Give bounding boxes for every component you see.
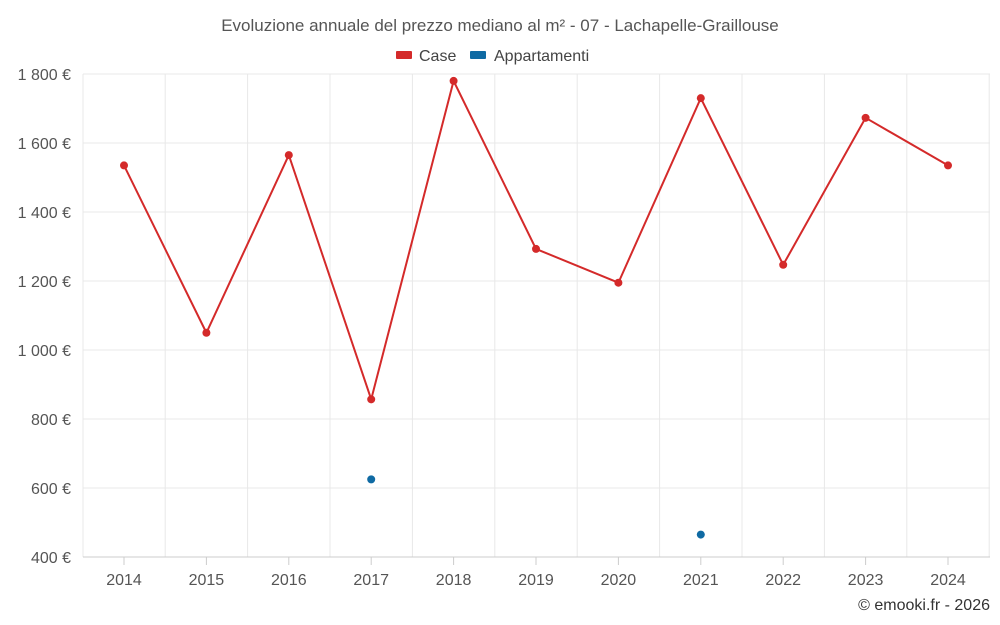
y-axis: 400 € 600 € 800 € 1 000 € 1 200 € 1 400 € 1 60… xyxy=(18,67,71,567)
x-tick-label: 2023 xyxy=(848,572,884,589)
data-point-case-2024[interactable] xyxy=(944,161,952,170)
credit-text: © emooki.fr - 2026 xyxy=(858,597,990,614)
data-point-case-2021[interactable] xyxy=(696,94,705,103)
x-tick-label: 2015 xyxy=(189,572,225,589)
legend-label-case: Case xyxy=(419,48,456,65)
x-tick-label: 2018 xyxy=(436,572,472,589)
data-point-case-2023[interactable] xyxy=(861,113,870,122)
x-tick-label: 2021 xyxy=(683,572,719,589)
y-tick-label: 1 200 € xyxy=(18,274,71,291)
x-tick-label: 2014 xyxy=(106,572,142,589)
y-tick-label: 600 € xyxy=(31,481,71,498)
data-point-case-2017[interactable] xyxy=(367,395,376,404)
x-tick-label: 2022 xyxy=(765,572,801,589)
data-point-case-2018[interactable] xyxy=(449,76,458,85)
series-group xyxy=(120,76,952,539)
x-tick-label: 2019 xyxy=(518,572,554,589)
x-tick-label: 2024 xyxy=(930,572,966,589)
x-tick-label: 2016 xyxy=(271,572,307,589)
x-tick-label: 2020 xyxy=(601,572,637,589)
legend-item-case[interactable]: Case xyxy=(396,48,456,65)
data-point-appartamenti-2017[interactable] xyxy=(367,475,376,484)
data-point-case-2020[interactable] xyxy=(614,278,623,287)
chart-title: Evoluzione annuale del prezzo mediano al… xyxy=(221,16,779,35)
y-tick-label: 1 400 € xyxy=(18,205,71,222)
data-point-appartamenti-2021[interactable] xyxy=(696,530,705,539)
data-point-case-2019[interactable] xyxy=(532,244,540,253)
legend-swatch-appartamenti xyxy=(470,51,486,59)
x-tick-label: 2017 xyxy=(353,572,389,589)
y-tick-label: 1 800 € xyxy=(18,67,71,84)
data-point-case-2015[interactable] xyxy=(202,328,211,337)
data-point-case-2022[interactable] xyxy=(779,260,788,269)
y-tick-label: 800 € xyxy=(31,412,71,429)
grid xyxy=(82,73,990,558)
x-axis: 2014 2015 2016 2017 2018 2019 2020 2021 2022 2023… xyxy=(83,556,990,589)
legend-label-appartamenti: Appartamenti xyxy=(494,48,589,65)
legend[interactable]: Case Appartamenti xyxy=(396,48,589,65)
legend-item-appartamenti[interactable]: Appartamenti xyxy=(470,48,589,65)
y-tick-label: 1 000 € xyxy=(18,343,71,360)
y-tick-label: 1 600 € xyxy=(18,136,71,153)
data-point-case-2014[interactable] xyxy=(120,161,128,170)
data-point-case-2016[interactable] xyxy=(284,151,293,160)
y-tick-label: 400 € xyxy=(31,550,71,567)
legend-swatch-case xyxy=(396,51,412,59)
